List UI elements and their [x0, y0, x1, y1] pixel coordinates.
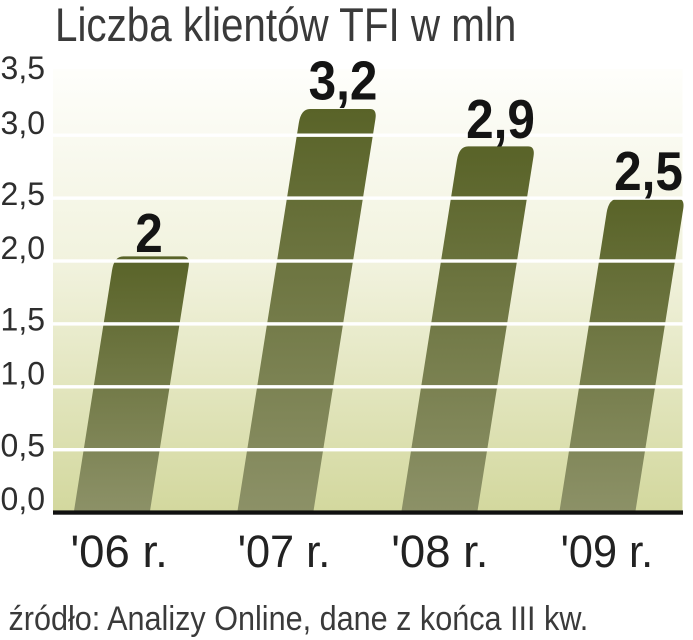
svg-text:3,5: 3,5	[1, 50, 45, 86]
svg-text:3,0: 3,0	[1, 105, 45, 141]
svg-text:0,5: 0,5	[1, 427, 45, 463]
svg-text:1,5: 1,5	[1, 302, 45, 338]
svg-text:'09 r.: '09 r.	[561, 527, 654, 577]
svg-text:'06 r.: '06 r.	[71, 526, 168, 577]
svg-text:2,5: 2,5	[614, 142, 683, 203]
svg-text:'07 r.: '07 r.	[238, 527, 331, 577]
svg-text:Liczba klientów TFI w mln: Liczba klientów TFI w mln	[55, 0, 516, 52]
svg-text:3,2: 3,2	[309, 51, 378, 112]
svg-text:2,9: 2,9	[466, 90, 535, 151]
svg-text:2,0: 2,0	[1, 230, 45, 266]
svg-text:0,0: 0,0	[1, 481, 45, 517]
svg-text:źródło: Analizy Online, dane z: źródło: Analizy Online, dane z końca III…	[9, 600, 589, 638]
svg-text:2,5: 2,5	[1, 176, 45, 212]
svg-text:2: 2	[135, 204, 163, 265]
svg-text:1,0: 1,0	[1, 355, 45, 391]
svg-text:'08 r.: '08 r.	[391, 526, 488, 577]
